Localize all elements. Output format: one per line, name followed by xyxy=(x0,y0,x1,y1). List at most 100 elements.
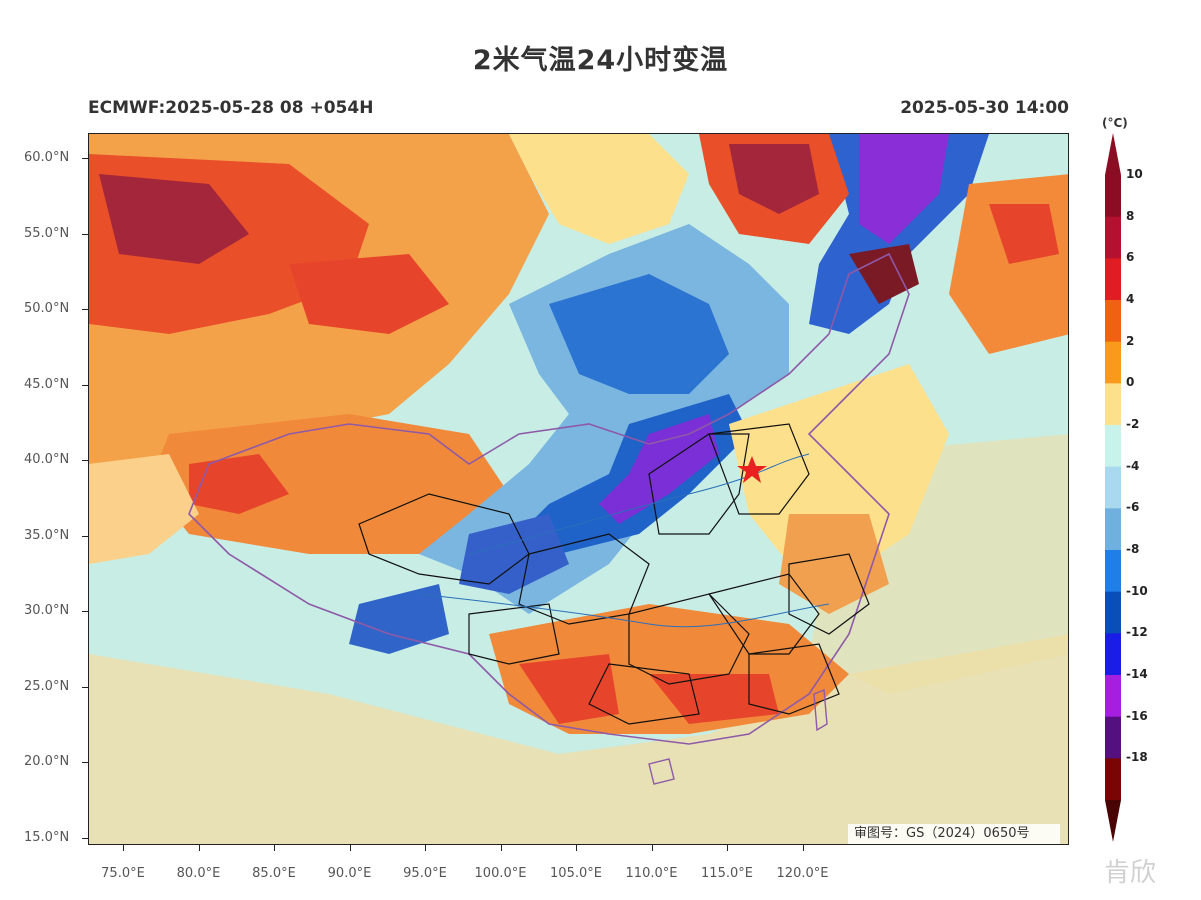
mongolia-cold-core xyxy=(549,274,729,394)
far-east-extreme-core xyxy=(729,144,819,214)
lon-label: 75.0°E xyxy=(101,866,145,881)
yellow-river xyxy=(468,453,810,555)
country-border xyxy=(188,252,910,745)
lon-tick xyxy=(651,845,653,851)
colorbar-label: -8 xyxy=(1126,542,1140,556)
colorbar-segment xyxy=(1105,300,1121,343)
lon-tick xyxy=(727,845,728,851)
jiangsu-warm-patch xyxy=(779,514,889,614)
hainan-outline xyxy=(648,758,675,785)
qinghai-cold-core xyxy=(459,514,569,594)
colorbar-label: -6 xyxy=(1126,500,1140,515)
watermark: 肯欣 xyxy=(1104,858,1157,888)
province-border-guizhou xyxy=(588,663,700,725)
lat-tick xyxy=(82,837,88,839)
colorbar-segment xyxy=(1105,216,1121,259)
colorbar-segment xyxy=(1105,508,1121,551)
lon-tick xyxy=(500,845,502,851)
lat-label: 40.0°N xyxy=(24,452,70,467)
taiwan-outline xyxy=(813,689,828,732)
colorbar-segment xyxy=(1105,425,1121,468)
lon-label: 120.0°E xyxy=(776,866,829,881)
lat-tick xyxy=(82,535,88,537)
temperature-change-map xyxy=(88,133,1069,845)
guangxi-hot-core xyxy=(649,674,779,724)
xinjiang-hot-core xyxy=(189,454,289,514)
lat-label: 35.0°N xyxy=(24,527,70,543)
lon-label: 80.0°E xyxy=(176,866,221,881)
lon-label: 90.0°E xyxy=(327,866,372,881)
northwest-extreme-core xyxy=(99,174,249,264)
province-border-hubei xyxy=(708,573,820,655)
lon-tick xyxy=(123,845,124,851)
lat-tick xyxy=(82,460,88,461)
colorbar-label: -18 xyxy=(1126,750,1148,765)
northeast-purple-core xyxy=(859,134,949,244)
colorbar-segment xyxy=(1105,675,1121,718)
province-border-anhui xyxy=(788,553,870,635)
siberia-mild-zone xyxy=(509,134,689,244)
lon-label: 105.0°E xyxy=(550,866,602,881)
lat-tick xyxy=(82,233,88,235)
colorbar-top-arrow xyxy=(1105,133,1121,175)
colorbar-label: -2 xyxy=(1126,417,1140,431)
lat-label: 20.0°N xyxy=(24,754,70,769)
lat-tick xyxy=(82,611,88,612)
lon-tick xyxy=(198,845,200,851)
valid-time-label: 2025-05-30 14:00 xyxy=(900,98,1069,118)
lon-label: 85.0°E xyxy=(252,866,296,881)
lon-tick xyxy=(576,845,577,851)
colorbar-segment xyxy=(1105,258,1121,301)
lat-label: 45.0°N xyxy=(24,376,70,392)
lat-tick xyxy=(82,384,88,386)
colorbar-unit: (°C) xyxy=(1102,116,1128,130)
colorbar-segment xyxy=(1105,466,1121,509)
colorbar-label: -14 xyxy=(1126,667,1148,681)
province-border-hebei xyxy=(708,423,810,515)
mongolia-hot-region xyxy=(289,254,449,334)
lon-tick xyxy=(349,845,351,851)
colorbar-label: -4 xyxy=(1126,458,1140,473)
lat-tick xyxy=(82,309,88,310)
lon-label: 115.0°E xyxy=(701,866,753,881)
colorbar-label: -16 xyxy=(1126,708,1148,723)
lon-tick xyxy=(802,845,804,851)
province-border-tibet-east xyxy=(468,603,560,665)
colorbar-segment xyxy=(1105,550,1121,593)
lat-tick xyxy=(82,158,88,159)
model-run-label: ECMWF:2025-05-28 08 +054H xyxy=(88,98,374,118)
colorbar-segment xyxy=(1105,633,1121,676)
yangtze-river xyxy=(418,593,830,628)
province-border-hunan xyxy=(748,643,840,715)
lon-label: 95.0°E xyxy=(403,866,447,881)
colorbar-label: 10 xyxy=(1126,167,1143,181)
lon-label: 110.0°E xyxy=(625,866,678,881)
lat-label: 60.0°N xyxy=(24,150,70,165)
beijing-star-marker xyxy=(737,456,767,483)
colorbar-label: -12 xyxy=(1126,625,1148,640)
colorbar-segment xyxy=(1105,591,1121,634)
west-mild-zone xyxy=(89,454,199,564)
lon-label: 100.0°E xyxy=(474,866,527,881)
lat-label: 50.0°N xyxy=(24,301,70,316)
colorbar-label: -10 xyxy=(1126,583,1148,598)
northeast-dark-core xyxy=(849,244,919,304)
colorbar-label: 6 xyxy=(1126,250,1135,265)
colorbar-label: 0 xyxy=(1126,375,1135,390)
lat-label: 25.0°N xyxy=(24,678,70,694)
colorbar-bottom-arrow xyxy=(1105,800,1121,842)
colorbar-segment xyxy=(1105,383,1121,426)
colorbar xyxy=(1105,133,1121,842)
colorbar-label: 2 xyxy=(1126,333,1135,348)
okhotsk-hot-core xyxy=(989,204,1059,264)
colorbar-label: 8 xyxy=(1126,208,1135,223)
lat-tick xyxy=(82,762,88,763)
colorbar-label: 4 xyxy=(1126,292,1135,306)
lat-label: 55.0°N xyxy=(24,225,70,241)
map-canvas xyxy=(89,134,1068,844)
approval-number: 审图号：GS（2024）0650号 xyxy=(848,824,1060,844)
province-border-qinghai xyxy=(358,493,530,585)
colorbar-segment xyxy=(1105,341,1121,384)
east-china-mild-zone xyxy=(729,364,949,574)
colorbar-segment xyxy=(1105,175,1121,218)
